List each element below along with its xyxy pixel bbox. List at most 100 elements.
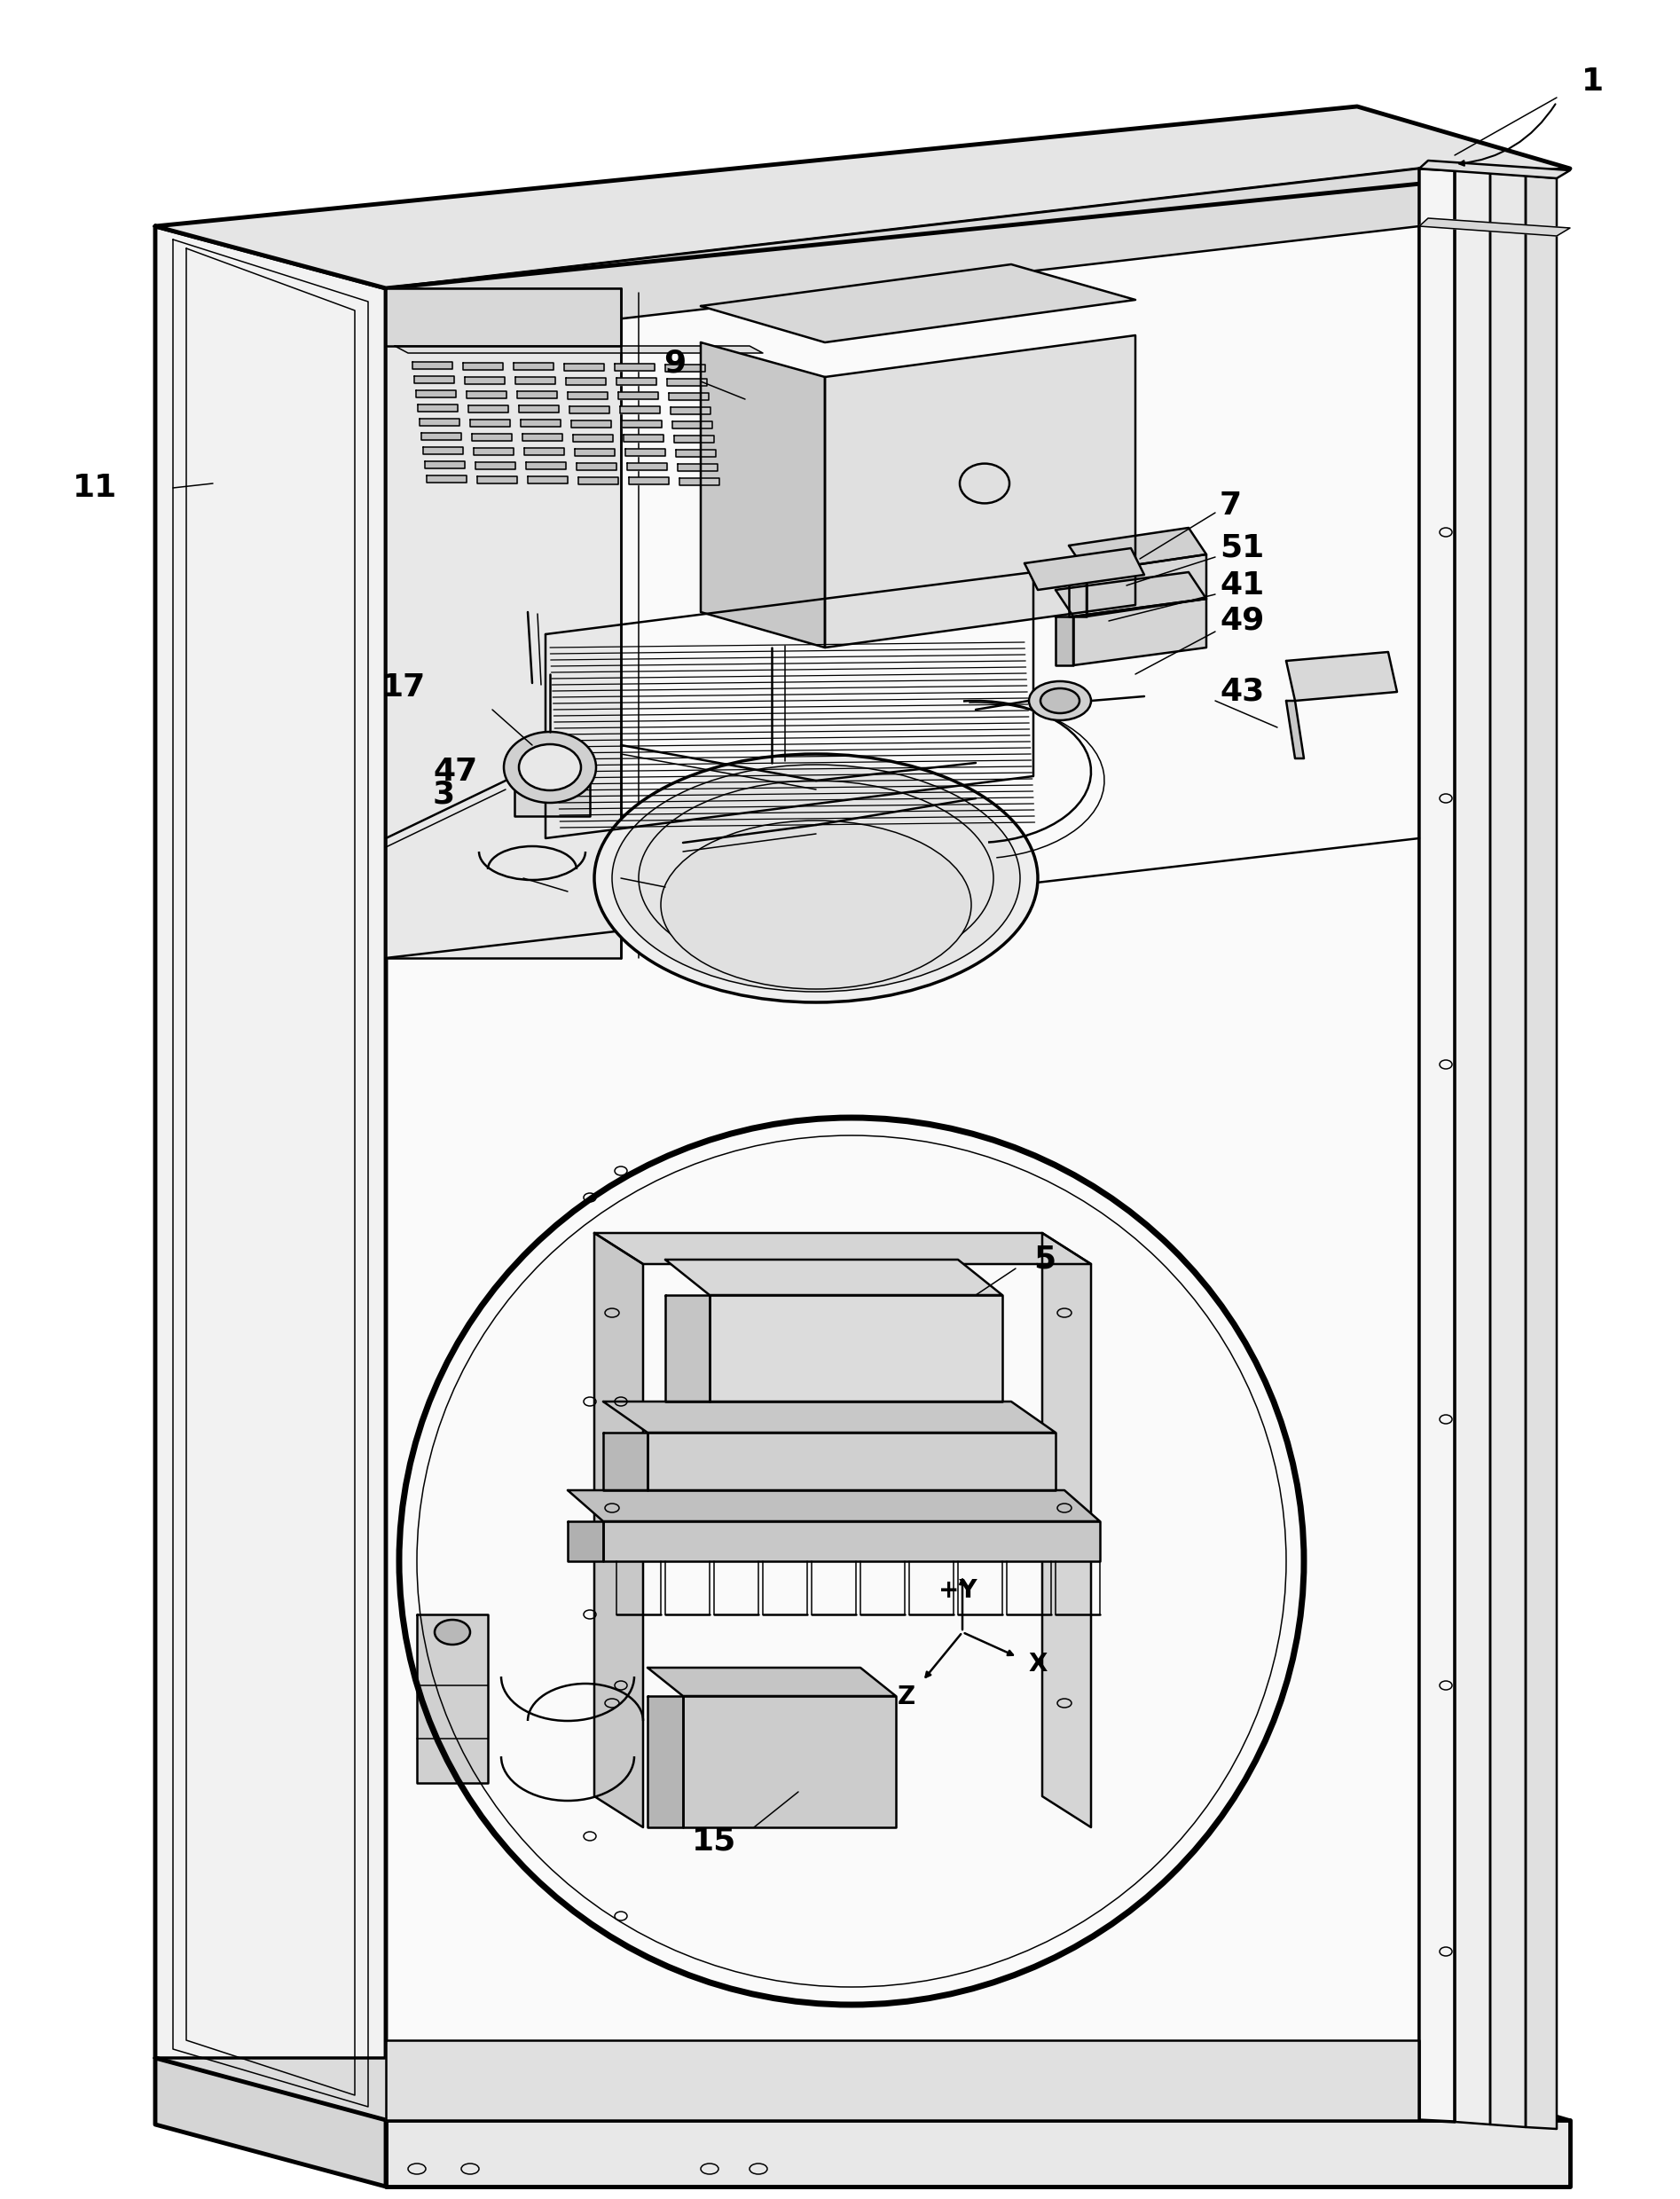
Polygon shape xyxy=(595,1234,1090,1264)
Polygon shape xyxy=(620,407,660,413)
Polygon shape xyxy=(386,169,1420,345)
Polygon shape xyxy=(386,288,622,345)
Polygon shape xyxy=(155,2058,386,2186)
Polygon shape xyxy=(618,391,659,400)
Text: 9: 9 xyxy=(664,350,685,378)
Polygon shape xyxy=(1055,616,1074,666)
Polygon shape xyxy=(417,1614,487,1783)
Polygon shape xyxy=(679,477,719,484)
Polygon shape xyxy=(514,363,553,369)
Polygon shape xyxy=(420,418,459,427)
Polygon shape xyxy=(1287,701,1304,759)
Polygon shape xyxy=(647,1695,684,1827)
Polygon shape xyxy=(1420,218,1571,235)
Text: 17: 17 xyxy=(381,673,427,701)
Polygon shape xyxy=(1025,548,1144,589)
Polygon shape xyxy=(514,763,590,816)
Polygon shape xyxy=(464,363,502,369)
Polygon shape xyxy=(417,389,455,398)
Polygon shape xyxy=(474,449,514,455)
Polygon shape xyxy=(566,378,606,385)
Polygon shape xyxy=(386,2120,1571,2186)
Polygon shape xyxy=(603,1401,1055,1432)
Text: Z: Z xyxy=(897,1684,916,1709)
Polygon shape xyxy=(709,1295,1003,1401)
Polygon shape xyxy=(516,376,556,385)
Polygon shape xyxy=(677,464,717,471)
Polygon shape xyxy=(1455,169,1490,2124)
Polygon shape xyxy=(422,433,462,440)
Polygon shape xyxy=(672,420,712,429)
Text: 11: 11 xyxy=(72,473,118,504)
Polygon shape xyxy=(413,363,452,369)
Ellipse shape xyxy=(504,732,596,803)
Ellipse shape xyxy=(1040,688,1080,712)
Polygon shape xyxy=(647,1432,1055,1491)
Ellipse shape xyxy=(595,754,1038,1003)
Polygon shape xyxy=(623,435,664,442)
Polygon shape xyxy=(628,477,669,484)
Polygon shape xyxy=(576,462,617,471)
Polygon shape xyxy=(571,420,612,427)
Polygon shape xyxy=(568,1491,1100,1522)
Text: 41: 41 xyxy=(1220,570,1265,600)
Ellipse shape xyxy=(519,743,581,789)
Polygon shape xyxy=(617,378,657,385)
Polygon shape xyxy=(578,477,618,484)
Ellipse shape xyxy=(435,1621,470,1645)
Polygon shape xyxy=(427,475,467,482)
Polygon shape xyxy=(1068,572,1087,616)
Text: 1: 1 xyxy=(1581,66,1604,97)
Polygon shape xyxy=(684,1695,895,1827)
Polygon shape xyxy=(521,420,561,427)
Text: 5: 5 xyxy=(1033,1245,1055,1275)
Polygon shape xyxy=(467,391,506,398)
Polygon shape xyxy=(665,1295,709,1401)
Polygon shape xyxy=(517,391,558,398)
Polygon shape xyxy=(469,405,509,411)
Polygon shape xyxy=(669,391,709,400)
Polygon shape xyxy=(595,1234,643,1827)
Polygon shape xyxy=(395,345,763,354)
Polygon shape xyxy=(386,288,622,959)
Polygon shape xyxy=(674,435,714,442)
Polygon shape xyxy=(418,405,457,411)
Polygon shape xyxy=(573,433,613,442)
Polygon shape xyxy=(665,365,706,372)
Polygon shape xyxy=(603,1432,647,1491)
Text: X: X xyxy=(1028,1651,1047,1676)
Polygon shape xyxy=(615,363,655,372)
Text: 43: 43 xyxy=(1220,677,1265,708)
Polygon shape xyxy=(1055,572,1206,616)
Polygon shape xyxy=(465,376,504,383)
Text: 51: 51 xyxy=(1220,532,1265,563)
Polygon shape xyxy=(524,449,564,455)
Polygon shape xyxy=(522,433,563,440)
Polygon shape xyxy=(415,376,454,383)
Polygon shape xyxy=(1525,176,1557,2129)
Polygon shape xyxy=(475,462,516,468)
Polygon shape xyxy=(155,226,386,2120)
Text: +Y: +Y xyxy=(939,1579,978,1603)
Polygon shape xyxy=(423,446,464,455)
Polygon shape xyxy=(1490,174,1525,2126)
Polygon shape xyxy=(622,420,662,427)
Polygon shape xyxy=(472,433,512,440)
Ellipse shape xyxy=(612,765,1020,992)
Polygon shape xyxy=(1042,1234,1090,1827)
Polygon shape xyxy=(603,1522,1100,1561)
Polygon shape xyxy=(675,449,716,457)
Polygon shape xyxy=(1074,598,1206,666)
Polygon shape xyxy=(665,1260,1003,1295)
Polygon shape xyxy=(155,2058,1571,2120)
Polygon shape xyxy=(568,391,608,398)
Polygon shape xyxy=(825,334,1136,647)
Polygon shape xyxy=(564,363,605,369)
Polygon shape xyxy=(647,1667,895,1695)
Text: 15: 15 xyxy=(692,1825,736,1856)
Text: 3: 3 xyxy=(433,778,455,809)
Polygon shape xyxy=(425,462,465,468)
Text: 7: 7 xyxy=(1220,490,1242,521)
Polygon shape xyxy=(667,378,707,385)
Polygon shape xyxy=(575,449,615,455)
